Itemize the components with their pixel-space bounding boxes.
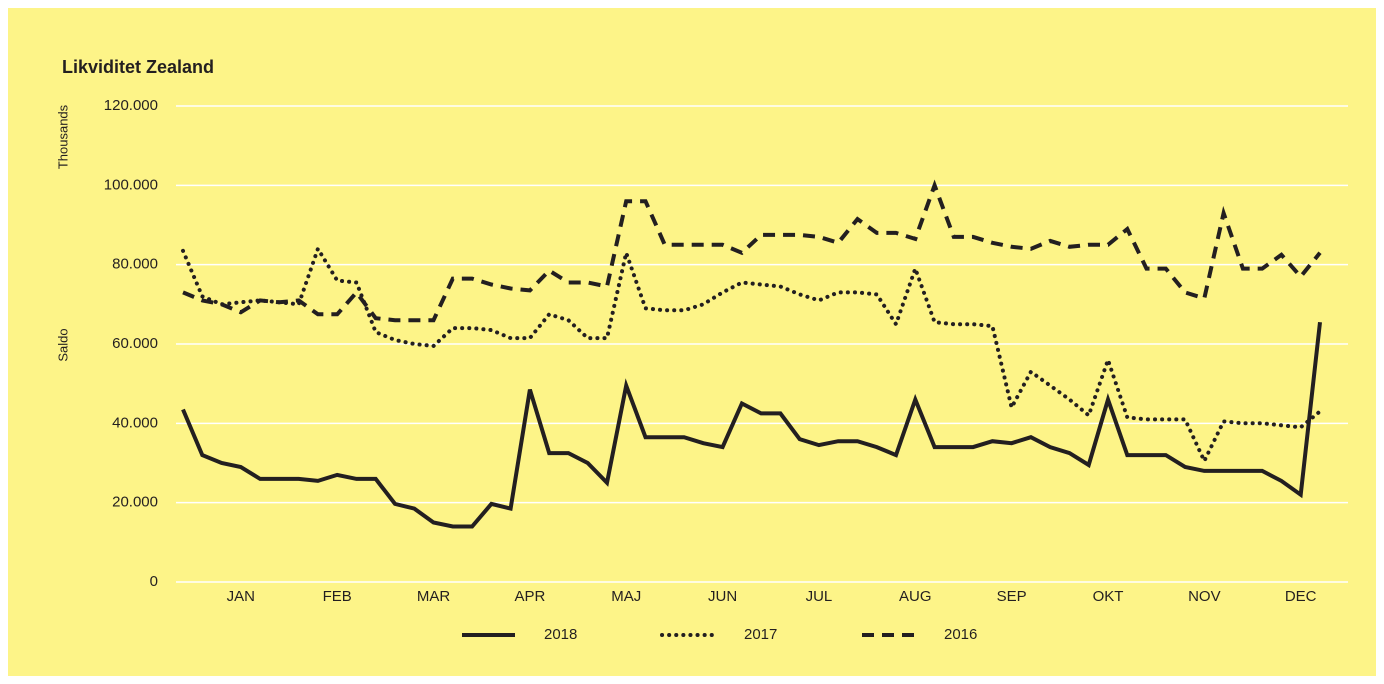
legend-label: 2017 <box>744 626 777 643</box>
chart-title: Likviditet Zealand <box>62 57 214 77</box>
line-series <box>181 244 1322 466</box>
legend-label: 2016 <box>944 626 977 643</box>
x-tick-label: JUN <box>708 588 737 605</box>
x-tick-label: APR <box>514 588 545 605</box>
x-tick-label: AUG <box>899 588 932 605</box>
y-tick-label: 80.000 <box>112 256 158 273</box>
x-tick-label: JUL <box>806 588 833 605</box>
x-tick-label: OKT <box>1093 588 1124 605</box>
y-tick-label: 0 <box>150 573 158 590</box>
y-tick-label: 40.000 <box>112 414 158 431</box>
x-tick-label: FEB <box>323 588 352 605</box>
line-series <box>182 179 1322 323</box>
legend-label: 2018 <box>544 626 577 643</box>
x-tick-label: DEC <box>1285 588 1317 605</box>
x-tick-label: MAJ <box>611 588 641 605</box>
y-tick-label: 120.000 <box>104 97 158 114</box>
x-tick-label: JAN <box>227 588 255 605</box>
y-unit-label: Thousands <box>55 104 70 169</box>
x-tick-label: SEP <box>997 588 1027 605</box>
chart-background <box>8 8 1376 676</box>
y-tick-label: 100.000 <box>104 176 158 193</box>
y-tick-label: 20.000 <box>112 494 158 511</box>
x-tick-label: NOV <box>1188 588 1221 605</box>
y-tick-label: 60.000 <box>112 335 158 352</box>
line-series <box>181 321 1322 529</box>
x-tick-label: MAR <box>417 588 451 605</box>
y-axis-label: Saldo <box>55 328 70 361</box>
